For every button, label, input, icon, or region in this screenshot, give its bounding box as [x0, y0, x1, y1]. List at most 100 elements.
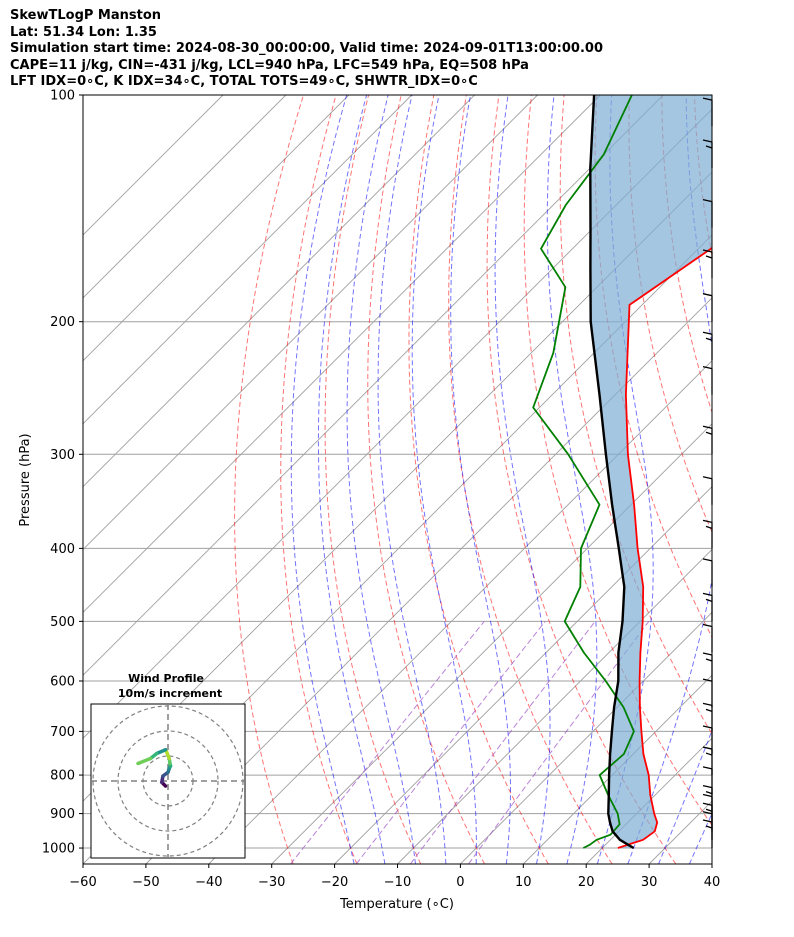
- y-tick-label: 100: [50, 89, 75, 104]
- dry-adiabat: [408, 95, 549, 864]
- x-tick-label: −20: [321, 875, 348, 890]
- x-axis: −60 −50 −40 −30 −20 −10 0 10 20 30 40: [69, 864, 720, 890]
- wind-barb: [702, 725, 713, 754]
- x-tick-label: −30: [258, 875, 285, 890]
- wind-barb: [702, 702, 713, 732]
- dry-adiabat: [448, 95, 613, 864]
- x-tick-label: −10: [384, 875, 411, 890]
- y-tick-label: 200: [50, 315, 75, 330]
- isotherm-line: [522, 674, 712, 864]
- dry-adiabat: [661, 95, 712, 414]
- hodograph-segment: [136, 756, 153, 766]
- parcel-line: [589, 95, 635, 850]
- wind-barb: [702, 198, 713, 228]
- isotherm-line: [460, 611, 712, 864]
- isotherm-line: [334, 485, 712, 864]
- isotherm-line: [711, 863, 712, 864]
- y-tick-label: 400: [50, 542, 75, 557]
- isotherm-line: [145, 297, 712, 864]
- isotherm-line: [83, 95, 350, 362]
- moist-adiabat: [658, 729, 712, 864]
- wind-barb: [702, 293, 713, 322]
- cape-shading: [590, 95, 712, 848]
- background-lines: [83, 95, 794, 864]
- dewpoint-line: [532, 95, 635, 849]
- dry-adiabat: [523, 95, 712, 827]
- isotherm-line: [83, 95, 601, 614]
- isotherm-line: [397, 548, 712, 864]
- x-tick-label: 20: [578, 875, 595, 890]
- dry-adiabat: [234, 95, 304, 864]
- isotherm-line: [271, 423, 712, 864]
- dry-adiabat: [324, 95, 422, 864]
- wind-barb: [702, 425, 713, 455]
- wind-barb: [702, 652, 713, 681]
- moist-adiabat: [596, 95, 654, 864]
- moist-adiabat: [290, 95, 355, 864]
- dry-adiabat: [486, 95, 677, 864]
- inset-subtitle: 10m/s increment: [118, 687, 222, 700]
- x-tick-label: 40: [704, 875, 721, 890]
- dry-adiabat: [367, 95, 485, 864]
- hodograph: [136, 748, 173, 788]
- wind-barb: [702, 249, 713, 279]
- moist-adiabat: [377, 95, 447, 864]
- moist-adiabat: [317, 95, 386, 864]
- wind-barb: [702, 519, 713, 549]
- profile-lines: [532, 95, 712, 850]
- wind-barb: [702, 592, 713, 622]
- isotherm-line: [83, 95, 413, 425]
- y-tick-label: 800: [50, 769, 75, 784]
- wind-barb: [702, 678, 713, 708]
- wind-barb: [702, 476, 713, 505]
- x-tick-label: 10: [515, 875, 532, 890]
- location-line: Lat: 51.34 Lon: 1.35: [10, 24, 157, 40]
- y-tick-label: 900: [50, 807, 75, 822]
- wind-barbs: [702, 97, 713, 849]
- isotherm-line: [83, 95, 475, 488]
- y-tick-label: 500: [50, 615, 75, 630]
- x-tick-label: −50: [132, 875, 159, 890]
- inset-title: Wind Profile: [128, 672, 204, 685]
- dry-adiabat: [559, 95, 712, 735]
- y-tick-label: 700: [50, 725, 75, 740]
- x-axis-label: Temperature (∘C): [339, 897, 454, 912]
- time-line: Simulation start time: 2024-08-30_00:00:…: [10, 41, 603, 57]
- y-tick-label: 300: [50, 448, 75, 463]
- dry-adiabat: [727, 95, 794, 864]
- wind-barb: [702, 558, 713, 587]
- indices-line-2: LFT IDX=0∘C, K IDX=34∘C, TOTAL TOTS=49∘C…: [10, 74, 478, 90]
- chart-header: SkewTLogP Manston Lat: 51.34 Lon: 1.35 S…: [10, 8, 603, 91]
- wind-barb: [702, 139, 713, 168]
- mixing-ratio-line: [290, 621, 485, 864]
- mixing-ratio-line: [409, 621, 596, 864]
- y-axis: 100 200 300 400 500 600 700 800 900 1000: [42, 89, 83, 857]
- isotherm-line: [83, 95, 664, 676]
- wind-barb: [702, 97, 713, 127]
- y-axis-label: Pressure (hPa): [18, 433, 33, 526]
- moist-adiabat: [346, 95, 416, 864]
- isotherm-line: [83, 95, 538, 551]
- x-tick-label: 0: [456, 875, 464, 890]
- wind-barb: [702, 766, 713, 795]
- dry-adiabat: [760, 95, 794, 864]
- wind-barb: [702, 366, 713, 395]
- mixing-ratio-line: [468, 621, 650, 864]
- speed-ring: [117, 730, 219, 832]
- mixing-ratio-line: [355, 621, 546, 864]
- moist-adiabat: [494, 95, 551, 864]
- isotherm-line: [208, 360, 712, 864]
- moist-adiabat: [546, 95, 598, 864]
- temperature-line: [617, 246, 712, 849]
- y-tick-label: 1000: [42, 842, 75, 857]
- moist-adiabat: [450, 95, 511, 864]
- x-tick-label: −40: [195, 875, 222, 890]
- dry-adiabat: [280, 95, 358, 864]
- wind-barb: [702, 331, 713, 361]
- moist-adiabat: [720, 95, 794, 864]
- inset-rings: [91, 704, 245, 858]
- station-title: SkewTLogP Manston: [10, 8, 162, 23]
- indices-line-1: CAPE=11 j/kg, CIN=-431 j/kg, LCL=940 hPa…: [10, 57, 529, 73]
- isotherm-line: [83, 95, 287, 299]
